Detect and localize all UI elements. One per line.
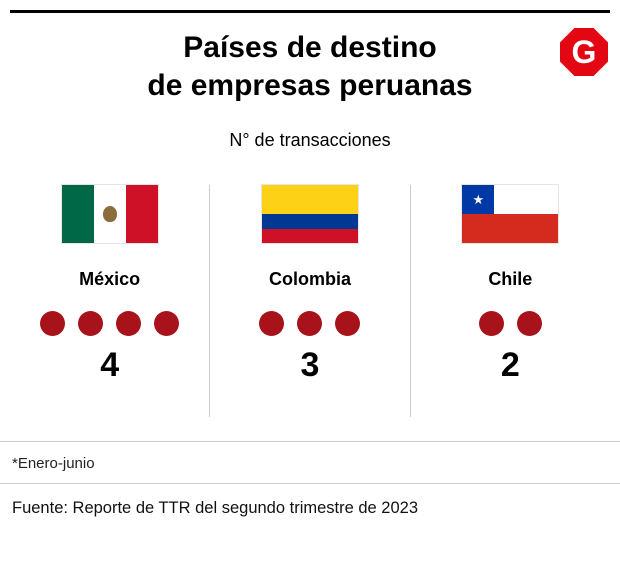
chile-flag-white-band	[494, 185, 559, 214]
transaction-dot	[335, 310, 361, 336]
transaction-dots	[478, 310, 542, 336]
colombia-flag-yellow-band	[261, 185, 358, 214]
transaction-dots	[259, 310, 361, 336]
mexico-coat-of-arms-icon	[102, 206, 117, 222]
mexico-flag-white-band	[93, 185, 126, 243]
transaction-dot	[259, 310, 285, 336]
page-title-line2: de empresas peruanas	[147, 68, 473, 102]
transaction-dot	[116, 310, 142, 336]
transaction-dot	[154, 310, 180, 336]
chile-flag-canton: ★	[462, 185, 495, 214]
column-colombia: Colombia 3	[210, 185, 409, 417]
source-line: Fuente: Reporte de TTR del segundo trime…	[0, 483, 620, 533]
page-title-line1: Países de destino	[183, 31, 437, 64]
country-label: México	[79, 269, 141, 289]
colombia-flag-blue-band	[261, 214, 358, 229]
chile-star-icon: ★	[472, 192, 485, 207]
transaction-dot	[516, 310, 542, 336]
transaction-dot	[40, 310, 66, 336]
chile-flag-icon: ★	[462, 185, 559, 243]
column-divider	[209, 185, 211, 417]
colombia-flag-red-band	[261, 228, 358, 243]
top-rule	[10, 10, 610, 13]
column-chile: ★ Chile 2	[411, 185, 610, 417]
chile-flag-red-band	[462, 214, 559, 243]
mexico-flag-green-band	[61, 185, 94, 243]
transaction-dots	[40, 310, 180, 336]
column-divider	[409, 185, 411, 417]
transaction-count: 2	[500, 346, 520, 384]
colombia-flag-icon	[261, 185, 358, 243]
transaction-dot	[297, 310, 323, 336]
infographic: { "header": { "title_line1": "Países de …	[0, 10, 620, 564]
transaction-dot	[478, 310, 504, 336]
gestion-logo-icon: G	[560, 28, 608, 76]
chile-flag-top-half: ★	[462, 185, 559, 214]
transaction-count: 3	[300, 346, 320, 384]
mexico-flag-red-band	[125, 185, 158, 243]
transaction-count: 4	[100, 346, 120, 384]
column-mexico: México 4	[10, 185, 209, 417]
chart-subtitle: N° de transacciones	[229, 130, 391, 150]
gestion-logo-letter: G	[571, 34, 597, 70]
chart-area: México 4 Colombia 3 ★ Chile 2	[10, 185, 610, 417]
page-title: Países de destino de empresas peruanas	[0, 29, 620, 104]
footnote: *Enero-junio	[0, 441, 620, 483]
transaction-dot	[78, 310, 104, 336]
country-label: Colombia	[268, 269, 351, 289]
country-label: Chile	[488, 269, 533, 289]
mexico-flag-icon	[61, 185, 158, 243]
